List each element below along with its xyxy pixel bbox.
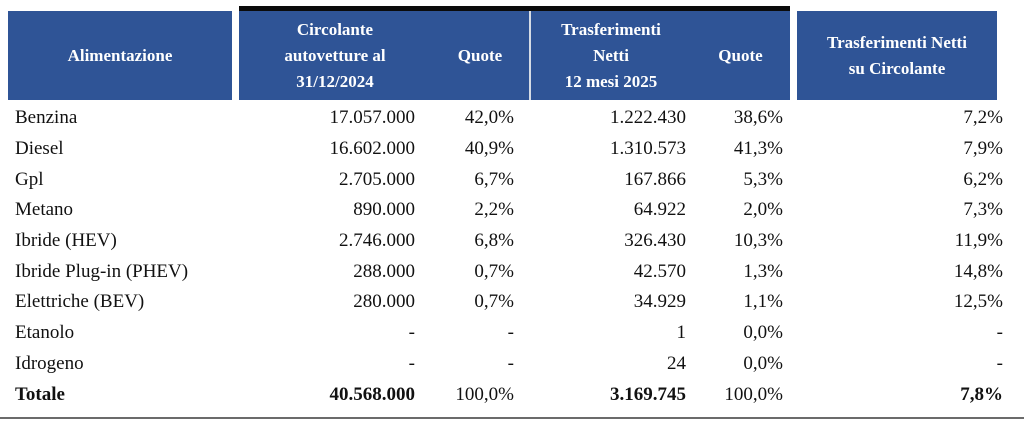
header-top-border (239, 6, 790, 11)
header-group-trasferimenti: Trasferimenti Netti 12 mesi 2025 Quote (531, 11, 790, 100)
cell-ratio: 14,8% (953, 260, 1003, 282)
cell-stock-share: 40,9% (464, 138, 514, 160)
cell-ratio: - (996, 322, 1003, 344)
cell-stock: 2.705.000 (339, 168, 415, 190)
cell-stock: - (408, 322, 415, 344)
header-label-trasferimenti-line3: 12 mesi 2025 (564, 71, 658, 91)
header-label-ratio-line1: Trasferimenti Netti (827, 32, 967, 52)
cell-fuel-label: Diesel (15, 138, 64, 160)
cell-ratio: 7,3% (963, 199, 1003, 221)
header-label-quote-1: Quote (457, 45, 503, 65)
cell-fuel-label: Gpl (15, 168, 44, 190)
cell-stock: 16.602.000 (329, 138, 416, 160)
header-group-circolante: Circolante autovetture al 31/12/2024 Quo… (239, 11, 529, 100)
cell-transfers: 64.922 (633, 199, 686, 221)
cell-total-transfers: 3.169.745 (610, 383, 686, 405)
header-cell-quote-2: Quote (691, 11, 790, 100)
cell-transfers: 1 (676, 322, 687, 344)
table-body: Benzina 17.057.000 42,0% 1.222.430 38,6%… (8, 103, 1003, 410)
table-bottom-rule (0, 417, 1024, 419)
cell-ratio: 12,5% (953, 291, 1003, 313)
cell-fuel-label: Ibride (HEV) (15, 230, 117, 252)
header-label-circolante-line3: 31/12/2024 (296, 71, 374, 91)
cell-stock-share: 6,8% (474, 230, 514, 252)
cell-stock: 2.746.000 (339, 230, 415, 252)
cell-fuel-label: Metano (15, 199, 74, 221)
table-row-elettriche-bev: Elettriche (BEV) 280.000 0,7% 34.929 1,1… (8, 287, 1003, 318)
cell-transfers: 34.929 (633, 291, 686, 313)
cell-stock-share: - (507, 352, 514, 374)
cell-stock-share: 42,0% (464, 107, 514, 129)
header-cell-trasferimenti-netti: Trasferimenti Netti 12 mesi 2025 (531, 11, 691, 100)
cell-stock: 17.057.000 (329, 107, 416, 129)
cell-fuel-label: Elettriche (BEV) (15, 291, 145, 313)
header-label-ratio-line2: su Circolante (848, 58, 946, 78)
cell-ratio: 7,2% (963, 107, 1003, 129)
table-row-gpl: Gpl 2.705.000 6,7% 167.866 5,3% 6,2% (8, 164, 1003, 195)
table-row-totale: Totale 40.568.000 100,0% 3.169.745 100,0… (8, 379, 1003, 410)
cell-transfers-share: 0,0% (743, 352, 783, 374)
cell-stock: 890.000 (353, 199, 415, 221)
table-row-ibride-hev: Ibride (HEV) 2.746.000 6,8% 326.430 10,3… (8, 226, 1003, 257)
header-cell-trasferimenti-su-circolante: Trasferimenti Netti su Circolante (797, 11, 997, 100)
header-cell-alimentazione: Alimentazione (8, 11, 232, 100)
cell-transfers-share: 41,3% (733, 138, 783, 160)
cell-total-stock: 40.568.000 (329, 383, 416, 405)
cell-stock-share: - (507, 322, 514, 344)
cell-stock: 280.000 (353, 291, 415, 313)
table-row-ibride-phev: Ibride Plug-in (PHEV) 288.000 0,7% 42.57… (8, 256, 1003, 287)
header-label-circolante-line1: Circolante (296, 19, 374, 39)
table-row-idrogeno: Idrogeno - - 24 0,0% - (8, 349, 1003, 380)
cell-stock-share: 2,2% (474, 199, 514, 221)
table-row-benzina: Benzina 17.057.000 42,0% 1.222.430 38,6%… (8, 103, 1003, 134)
cell-fuel-label: Etanolo (15, 322, 75, 344)
header-label-alimentazione: Alimentazione (67, 45, 173, 65)
cell-stock-share: 6,7% (474, 168, 514, 190)
cell-transfers: 42.570 (633, 260, 686, 282)
cell-transfers-share: 1,3% (743, 260, 783, 282)
cell-transfers: 1.222.430 (610, 107, 686, 129)
header-cell-circolante: Circolante autovetture al 31/12/2024 (239, 11, 431, 100)
cell-ratio: 7,9% (963, 138, 1003, 160)
cell-transfers: 24 (667, 352, 686, 374)
cell-total-ratio: 7,8% (960, 383, 1003, 405)
header-label-trasferimenti-line2: Netti (593, 45, 629, 65)
cell-fuel-label: Benzina (15, 107, 78, 129)
cell-transfers: 1.310.573 (610, 138, 686, 160)
cell-transfers-share: 2,0% (743, 199, 783, 221)
table-row-etanolo: Etanolo - - 1 0,0% - (8, 318, 1003, 349)
cell-transfers: 326.430 (624, 230, 686, 252)
header-divider (529, 11, 531, 100)
cell-ratio: - (996, 352, 1003, 374)
cell-transfers: 167.866 (624, 168, 686, 190)
cell-total-stock-share: 100,0% (455, 383, 514, 405)
cell-fuel-label: Idrogeno (15, 352, 84, 374)
cell-total-transfers-share: 100,0% (724, 383, 783, 405)
cell-fuel-label: Ibride Plug-in (PHEV) (15, 260, 189, 282)
cell-stock: - (408, 352, 415, 374)
header-label-circolante-line2: autovetture al (284, 45, 386, 65)
header-label-quote-2: Quote (718, 45, 763, 65)
cell-stock-share: 0,7% (474, 260, 514, 282)
cell-total-label: Totale (15, 383, 65, 405)
header-label-trasferimenti-line1: Trasferimenti (561, 19, 661, 39)
cell-ratio: 6,2% (963, 168, 1003, 190)
cell-transfers-share: 1,1% (743, 291, 783, 313)
table-row-diesel: Diesel 16.602.000 40,9% 1.310.573 41,3% … (8, 134, 1003, 165)
table-row-metano: Metano 890.000 2,2% 64.922 2,0% 7,3% (8, 195, 1003, 226)
cell-transfers-share: 5,3% (743, 168, 783, 190)
cell-ratio: 11,9% (954, 230, 1003, 252)
cell-transfers-share: 38,6% (733, 107, 783, 129)
header-cell-quote-1: Quote (431, 11, 529, 100)
cell-transfers-share: 0,0% (743, 322, 783, 344)
cell-transfers-share: 10,3% (733, 230, 783, 252)
cell-stock-share: 0,7% (474, 291, 514, 313)
cell-stock: 288.000 (353, 260, 415, 282)
